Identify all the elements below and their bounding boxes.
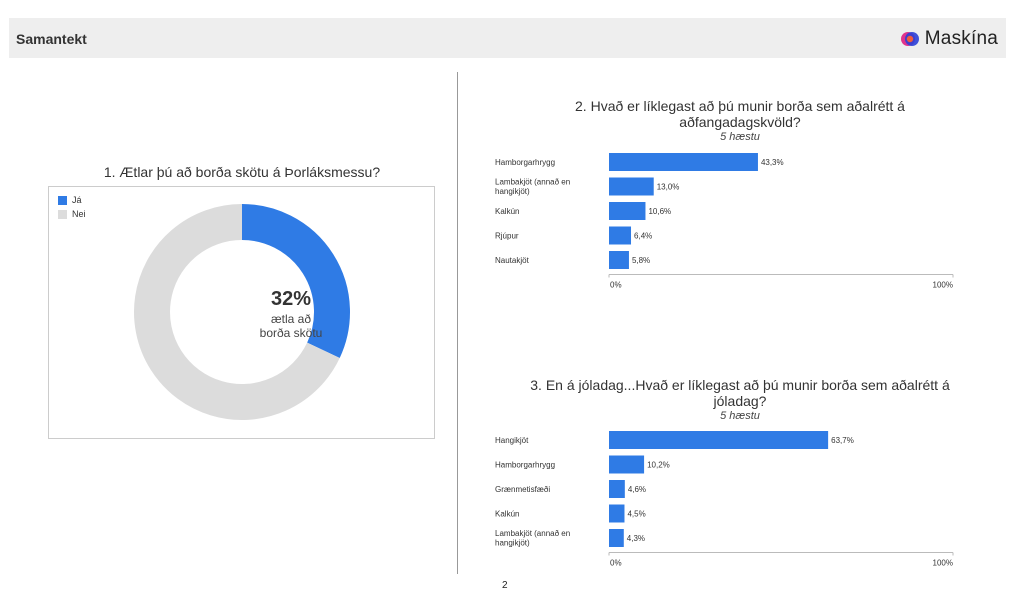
legend-label-ja: Já <box>72 195 82 205</box>
donut-slice-nei <box>134 204 340 420</box>
maskina-logo-icon <box>899 28 921 50</box>
page-number: 2 <box>502 580 508 591</box>
vertical-divider <box>457 72 458 574</box>
chart-3-title-line1: 3. En á jóladag...Hvað er líklegast að þ… <box>530 377 950 393</box>
chart-2-category-label-3: Rjúpur <box>495 232 519 241</box>
maskina-logo: Maskína <box>899 28 998 50</box>
chart-3-value-label-2: 4,6% <box>628 485 646 494</box>
chart-3-category-label-4: Lambakjöt (annað en hangikjöt) <box>495 529 570 548</box>
logo-text: Maskína <box>924 28 998 49</box>
chart-3-value-label-4: 4,3% <box>627 534 645 543</box>
chart-2-title-line2: aðfangadagskvöld? <box>679 114 801 130</box>
donut-center-value: 32% <box>270 288 312 310</box>
legend-item-nei: Nei <box>58 209 86 219</box>
chart-2-value-label-0: 43,3% <box>761 158 784 167</box>
chart-2-bar-0 <box>609 153 758 171</box>
chart-2-bar-chart: 43,3% Hamborgarhrygg 13,0% Lambakjöt (annað… <box>495 153 954 290</box>
chart-3-category-label-1: Hamborgarhrygg <box>495 461 555 470</box>
legend-label-nei: Nei <box>72 209 86 219</box>
chart-2-bar-3 <box>609 226 632 245</box>
header-bar: Samantekt Maskína <box>9 18 1006 58</box>
chart-2-x-tick-label-1: 100% <box>933 281 953 290</box>
chart-2-value-label-3: 6,4% <box>634 232 652 241</box>
donut-center-label-line1: ætla að <box>270 312 312 326</box>
chart-2-value-label-1: 13,0% <box>657 183 680 192</box>
chart-3-x-tick-label-0: 0% <box>610 559 622 568</box>
chart-2-category-label-0: Hamborgarhrygg <box>495 158 555 167</box>
donut-slice-ja <box>241 204 350 358</box>
chart-3-bar-3 <box>609 504 625 523</box>
chart-3-bar-0 <box>609 431 829 449</box>
chart-2-bar-4 <box>609 251 629 269</box>
chart-3-bar-4 <box>609 529 624 547</box>
chart-2-category-label-4: Nautakjöt <box>495 256 530 265</box>
chart-2-category-label-1: Lambakjöt (annað en hangikjöt) <box>495 178 570 197</box>
chart-1-title: 1. Ætlar þú að borða skötu á Þorláksmess… <box>103 164 381 180</box>
chart-2-value-label-2: 10,6% <box>648 207 671 216</box>
chart-3-bar-chart: 63,7% Hangikjöt 10,2% Hamborgarhrygg 4,6% Græ… <box>495 431 954 568</box>
chart-3-bar-2 <box>609 480 625 498</box>
chart-3-category-label-2: Grænmetisfæði <box>495 485 550 494</box>
chart-2-value-label-4: 5,8% <box>632 256 650 265</box>
chart-3-x-tick-label-1: 100% <box>933 559 953 568</box>
chart-1-panel: Já Nei 32% ætla að borða skötu <box>48 186 435 439</box>
chart-3-value-label-3: 4,5% <box>627 510 645 519</box>
chart-2-title-line1: 2. Hvað er líklegast að þú munir borða s… <box>575 98 905 114</box>
chart-2-subtitle: 5 hæstu <box>720 131 760 143</box>
chart-3-bar-1 <box>609 455 645 474</box>
donut-chart <box>134 204 350 420</box>
donut-center-label-line2: borða skötu <box>259 326 323 340</box>
chart-3-title-line2: jóladag? <box>713 393 767 409</box>
chart-2-x-tick-label-0: 0% <box>610 281 622 290</box>
chart-2-bar-1 <box>609 177 654 196</box>
chart-3-value-label-1: 10,2% <box>647 461 670 470</box>
page-title: Samantekt <box>16 31 87 47</box>
legend-item-ja: Já <box>58 195 82 205</box>
chart-3-value-label-0: 63,7% <box>831 436 854 445</box>
chart-3-subtitle: 5 hæstu <box>720 410 760 422</box>
legend-swatch-nei <box>58 209 67 219</box>
chart-2-category-label-2: Kalkún <box>495 207 519 216</box>
chart-3-category-label-3: Kalkún <box>495 510 519 519</box>
chart-3-category-label-0: Hangikjöt <box>495 436 529 445</box>
chart-2-bar-2 <box>609 202 646 220</box>
legend-swatch-ja <box>58 195 67 205</box>
